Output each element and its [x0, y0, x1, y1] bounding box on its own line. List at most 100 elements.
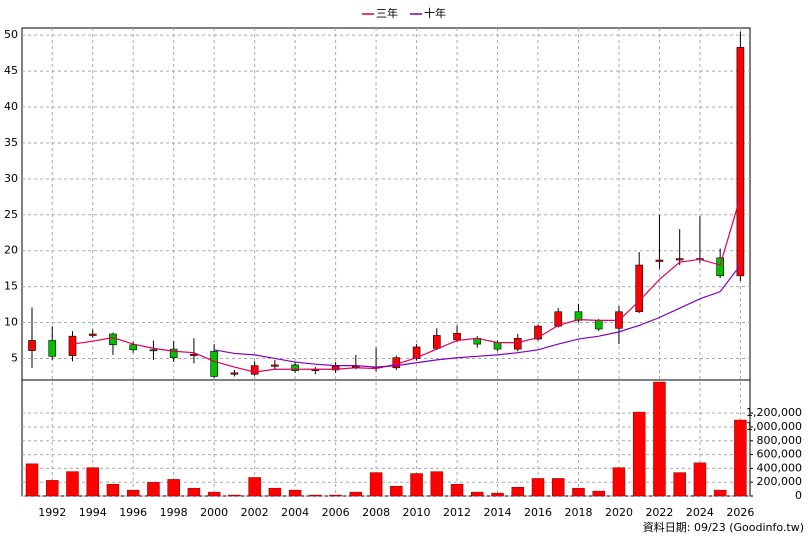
volume-bar: [572, 487, 585, 497]
volume-bar: [228, 494, 241, 497]
volume-bar: [167, 479, 180, 497]
y-tick-label: 15: [4, 280, 18, 293]
y2-tick-label: 1,000,000: [746, 420, 802, 433]
volume-bar: [288, 489, 302, 497]
candle-body: [190, 353, 198, 356]
candle-body: [736, 47, 745, 277]
volume-bar: [66, 471, 79, 497]
x-tick-label: 2014: [484, 506, 512, 519]
x-tick-label: 2006: [322, 506, 350, 519]
y2-tick-label: 200,000: [757, 475, 803, 488]
y-tick-label: 5: [11, 351, 18, 364]
x-tick-label: 2026: [726, 506, 754, 519]
volume-bar: [268, 487, 282, 497]
candle-body: [149, 349, 158, 352]
volume-bar: [106, 484, 120, 497]
x-tick-label: 2010: [403, 506, 431, 519]
y2-tick-label: 600,000: [757, 448, 803, 461]
x-tick-label: 1992: [38, 506, 66, 519]
y-tick-label: 45: [4, 64, 18, 77]
source-note: 資料日期: 09/23 (Goodinfo.tw): [643, 520, 804, 534]
volume-bar: [126, 489, 140, 497]
candle-body: [68, 335, 77, 356]
volume-bar: [410, 473, 423, 497]
candle-body: [453, 333, 461, 341]
candle-body: [271, 364, 279, 367]
x-tick-label: 2012: [443, 506, 471, 519]
y-tick-label: 30: [4, 172, 18, 185]
volume-bar: [511, 486, 525, 497]
volume-bar: [25, 463, 39, 497]
candle-body: [291, 364, 299, 371]
volume-bar: [673, 472, 686, 497]
ma-line: [214, 264, 741, 368]
candle-body: [716, 257, 724, 277]
volume-bar: [45, 480, 59, 497]
x-tick-label: 1994: [79, 506, 107, 519]
candle-body: [635, 264, 644, 313]
y2-tick-label: 800,000: [757, 434, 803, 447]
volume-bar: [369, 472, 383, 497]
candle-body: [412, 346, 421, 359]
legend-label: 十年: [424, 6, 446, 20]
volume-bar: [147, 482, 160, 497]
candle-body: [48, 340, 57, 357]
x-tick-label: 2024: [686, 506, 714, 519]
volume-bar: [430, 471, 444, 497]
candle-body: [655, 259, 664, 262]
y2-tick-label: 1,200,000: [746, 406, 802, 419]
volume-bar: [592, 490, 605, 497]
volume-bar: [491, 492, 504, 497]
candle-body: [331, 366, 340, 371]
legend-label: 三年: [376, 6, 398, 20]
candle-body: [250, 365, 259, 375]
volume-bar: [86, 467, 99, 497]
volume-bar: [693, 462, 707, 497]
x-tick-label: 2016: [524, 506, 552, 519]
y-tick-label: 50: [4, 28, 18, 41]
candle-body: [88, 333, 97, 336]
y-tick-label: 35: [4, 136, 18, 149]
candle-body: [594, 320, 603, 330]
volume-bar: [551, 478, 565, 497]
candle-body: [169, 348, 178, 359]
x-tick-label: 2018: [564, 506, 592, 519]
volume-bar: [612, 467, 626, 497]
x-tick-label: 1996: [119, 506, 147, 519]
plot-frame: [21, 27, 751, 497]
volume-bar: [653, 381, 666, 497]
y-tick-label: 10: [4, 316, 18, 329]
candle-body: [493, 342, 502, 350]
volume-bar: [309, 494, 322, 497]
volume-bar: [187, 487, 201, 497]
x-tick-label: 2020: [605, 506, 633, 519]
volume-bar: [471, 491, 484, 497]
candle-body: [230, 372, 239, 375]
candle-body: [513, 338, 522, 350]
candle-body: [109, 333, 117, 346]
candle-body: [129, 344, 137, 351]
volume-bar: [632, 411, 646, 497]
volume-bar: [390, 486, 403, 497]
x-tick-label: 2004: [281, 506, 309, 519]
candle-body: [432, 335, 441, 349]
candle-body: [574, 311, 583, 321]
y-tick-label: 20: [4, 244, 18, 257]
volume-bar: [207, 491, 221, 497]
y2-tick-label: 0: [795, 489, 802, 502]
x-tick-label: 2002: [241, 506, 269, 519]
volume-bar: [329, 494, 342, 497]
x-tick-label: 1998: [160, 506, 188, 519]
y-tick-label: 40: [4, 100, 18, 113]
candle-body: [28, 340, 36, 351]
ma-line: [72, 196, 741, 373]
y2-tick-label: 400,000: [757, 461, 803, 474]
volume-bar: [248, 477, 261, 497]
x-tick-label: 2000: [200, 506, 228, 519]
volume-bar: [713, 489, 727, 497]
candle-body: [675, 258, 684, 261]
candle-body: [534, 325, 542, 340]
volume-bar: [531, 478, 545, 497]
volume-bar: [349, 491, 363, 497]
